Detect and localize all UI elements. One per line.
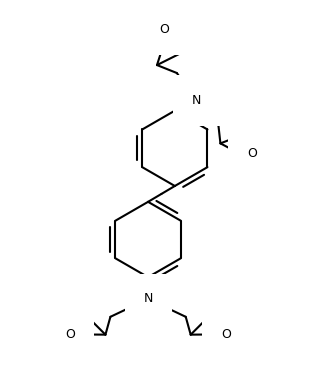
- Text: O: O: [247, 147, 257, 160]
- Text: O: O: [221, 328, 231, 341]
- Text: N: N: [192, 94, 201, 107]
- Text: O: O: [65, 328, 75, 341]
- Text: O: O: [159, 23, 169, 36]
- Text: N: N: [144, 293, 153, 305]
